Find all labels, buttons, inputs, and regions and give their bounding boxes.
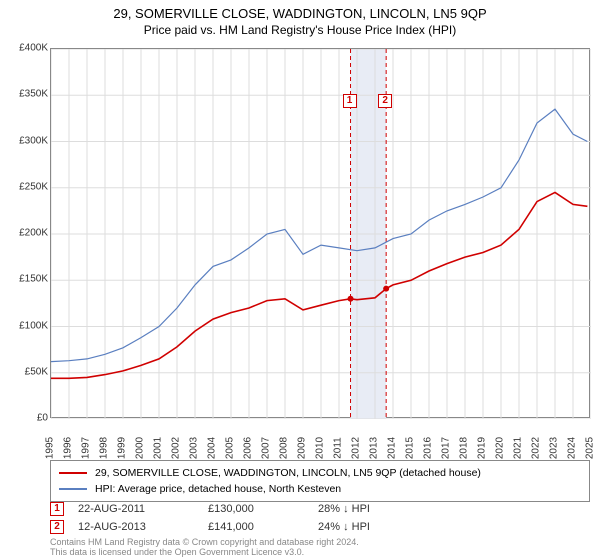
x-tick-label: 2003: [189, 437, 200, 459]
transaction-delta: 24% ↓ HPI: [318, 521, 370, 533]
x-tick-label: 2006: [243, 437, 254, 459]
transaction-price: £141,000: [208, 521, 318, 533]
footer-line: This data is licensed under the Open Gov…: [50, 548, 359, 558]
x-tick-label: 2011: [333, 437, 344, 459]
x-tick-label: 2021: [513, 437, 524, 459]
x-tick-label: 2024: [567, 437, 578, 459]
x-tick-label: 2023: [549, 437, 560, 459]
x-tick-label: 2000: [135, 437, 146, 459]
x-tick-label: 1996: [63, 437, 74, 459]
y-tick-label: £350K: [19, 89, 48, 100]
x-tick-label: 2010: [315, 437, 326, 459]
x-tick-label: 2001: [153, 437, 164, 459]
x-tick-label: 2016: [423, 437, 434, 459]
y-tick-label: £150K: [19, 274, 48, 285]
y-tick-label: £300K: [19, 135, 48, 146]
x-tick-label: 1999: [117, 437, 128, 459]
transactions-table: 1 22-AUG-2011£130,00028% ↓ HPI 2 12-AUG-201…: [50, 500, 590, 536]
transaction-row: 2 12-AUG-2013£141,00024% ↓ HPI: [50, 518, 590, 536]
legend-swatch: [59, 488, 87, 490]
transaction-marker: 2: [50, 520, 64, 534]
y-tick-label: £200K: [19, 228, 48, 239]
x-tick-label: 2013: [369, 437, 380, 459]
x-tick-label: 2012: [351, 437, 362, 459]
x-tick-label: 2014: [387, 437, 398, 459]
x-tick-label: 1998: [99, 437, 110, 459]
y-tick-label: £50K: [25, 366, 48, 377]
legend: 29, SOMERVILLE CLOSE, WADDINGTON, LINCOL…: [50, 460, 590, 502]
x-tick-label: 2019: [477, 437, 488, 459]
y-tick-label: £400K: [19, 43, 48, 54]
y-tick-label: £100K: [19, 320, 48, 331]
x-tick-label: 2018: [459, 437, 470, 459]
x-tick-label: 2007: [261, 437, 272, 459]
title-block: 29, SOMERVILLE CLOSE, WADDINGTON, LINCOL…: [0, 0, 600, 37]
x-tick-label: 2009: [297, 437, 308, 459]
chart-subtitle: Price paid vs. HM Land Registry's House …: [0, 23, 600, 37]
event-marker-box: 1: [343, 94, 357, 108]
x-tick-label: 2025: [585, 437, 596, 459]
legend-label: HPI: Average price, detached house, Nort…: [95, 483, 341, 495]
x-tick-label: 2017: [441, 437, 452, 459]
legend-label: 29, SOMERVILLE CLOSE, WADDINGTON, LINCOL…: [95, 467, 481, 479]
transaction-date: 22-AUG-2011: [78, 503, 208, 515]
transaction-marker: 1: [50, 502, 64, 516]
legend-row: 29, SOMERVILLE CLOSE, WADDINGTON, LINCOL…: [59, 465, 581, 481]
x-tick-label: 1997: [81, 437, 92, 459]
y-tick-label: £250K: [19, 181, 48, 192]
transaction-row: 1 22-AUG-2011£130,00028% ↓ HPI: [50, 500, 590, 518]
x-tick-label: 2002: [171, 437, 182, 459]
plot-area: [50, 48, 590, 418]
footer-attribution: Contains HM Land Registry data © Crown c…: [50, 538, 359, 558]
y-tick-label: £0: [37, 413, 48, 424]
legend-swatch: [59, 472, 87, 474]
chart-container: 29, SOMERVILLE CLOSE, WADDINGTON, LINCOL…: [0, 0, 600, 560]
transaction-price: £130,000: [208, 503, 318, 515]
x-tick-label: 2005: [225, 437, 236, 459]
x-tick-label: 1995: [45, 437, 56, 459]
transaction-delta: 28% ↓ HPI: [318, 503, 370, 515]
chart-title: 29, SOMERVILLE CLOSE, WADDINGTON, LINCOL…: [0, 6, 600, 21]
x-tick-label: 2015: [405, 437, 416, 459]
transaction-date: 12-AUG-2013: [78, 521, 208, 533]
chart-svg: [51, 49, 591, 419]
x-tick-label: 2022: [531, 437, 542, 459]
x-tick-label: 2004: [207, 437, 218, 459]
event-marker-box: 2: [378, 94, 392, 108]
legend-row: HPI: Average price, detached house, Nort…: [59, 481, 581, 497]
x-tick-label: 2020: [495, 437, 506, 459]
x-tick-label: 2008: [279, 437, 290, 459]
